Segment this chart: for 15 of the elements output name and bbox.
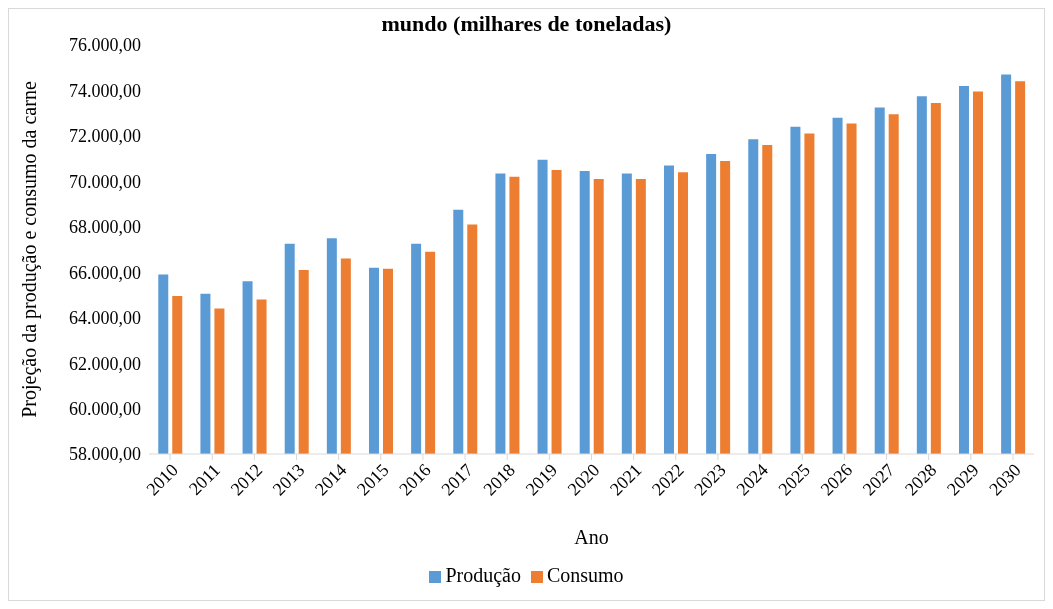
y-tick-label: 62.000,00: [69, 353, 141, 374]
y-axis-title: Projeção da produção e consumo da carne: [18, 81, 42, 418]
chart-title: mundo (milhares de toneladas): [380, 11, 673, 37]
y-tick-label: 64.000,00: [69, 308, 141, 329]
legend-label: Consumo: [546, 564, 624, 586]
y-tick-label: 74.000,00: [69, 80, 141, 101]
y-tick-label: 70.000,00: [69, 171, 141, 192]
y-tick-label: 76.000,00: [69, 35, 141, 56]
y-tick-label: 60.000,00: [69, 398, 141, 419]
y-tick-label: 72.000,00: [69, 126, 141, 147]
legend-label: Produção: [445, 564, 521, 586]
y-tick-label: 68.000,00: [69, 217, 141, 238]
y-tick-label: 58.000,00: [69, 444, 141, 465]
y-tick-label: 66.000,00: [69, 262, 141, 283]
x-axis-title: Ano: [574, 526, 609, 548]
